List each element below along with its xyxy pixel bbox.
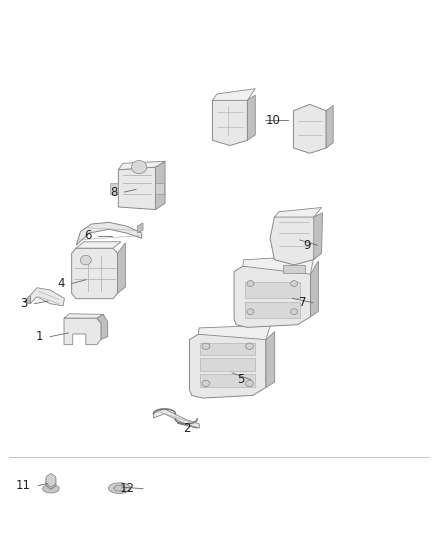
Polygon shape — [311, 261, 318, 317]
Ellipse shape — [42, 484, 59, 493]
Polygon shape — [24, 295, 30, 304]
Text: 5: 5 — [237, 373, 244, 386]
Polygon shape — [201, 359, 255, 371]
Polygon shape — [46, 473, 56, 487]
Polygon shape — [110, 183, 118, 193]
Polygon shape — [118, 167, 155, 209]
Text: 4: 4 — [58, 277, 65, 290]
Polygon shape — [76, 242, 121, 248]
Polygon shape — [275, 207, 321, 217]
Polygon shape — [72, 248, 117, 298]
Polygon shape — [153, 409, 199, 428]
Polygon shape — [117, 243, 125, 293]
Polygon shape — [46, 475, 56, 489]
Polygon shape — [201, 343, 255, 356]
Ellipse shape — [247, 280, 254, 286]
Polygon shape — [245, 282, 300, 298]
Polygon shape — [245, 302, 300, 318]
Ellipse shape — [114, 486, 125, 491]
Text: 10: 10 — [265, 114, 280, 127]
Polygon shape — [97, 314, 108, 340]
Text: 8: 8 — [110, 185, 118, 199]
Ellipse shape — [290, 280, 297, 286]
Polygon shape — [270, 212, 318, 265]
Text: 12: 12 — [120, 482, 135, 495]
Ellipse shape — [290, 309, 297, 314]
Text: 6: 6 — [84, 229, 92, 242]
Polygon shape — [155, 183, 164, 193]
Ellipse shape — [247, 309, 254, 314]
Polygon shape — [155, 161, 165, 209]
Polygon shape — [212, 88, 255, 100]
Polygon shape — [243, 256, 314, 274]
Ellipse shape — [246, 343, 254, 350]
Ellipse shape — [109, 483, 131, 494]
Polygon shape — [64, 314, 103, 318]
Polygon shape — [64, 318, 101, 345]
Polygon shape — [283, 265, 305, 273]
Polygon shape — [212, 92, 247, 146]
Text: 2: 2 — [183, 422, 191, 434]
Ellipse shape — [202, 343, 210, 350]
Polygon shape — [113, 486, 126, 491]
Text: 1: 1 — [36, 330, 43, 343]
Text: 7: 7 — [299, 296, 306, 309]
Polygon shape — [198, 325, 270, 340]
Text: 11: 11 — [15, 479, 30, 492]
Polygon shape — [314, 213, 322, 260]
Text: 3: 3 — [21, 297, 28, 310]
Polygon shape — [247, 95, 255, 140]
Polygon shape — [118, 161, 165, 169]
Ellipse shape — [81, 255, 91, 265]
Polygon shape — [190, 334, 266, 398]
Text: 9: 9 — [303, 239, 311, 252]
Ellipse shape — [202, 380, 210, 386]
Polygon shape — [76, 222, 142, 245]
Polygon shape — [266, 332, 275, 387]
Polygon shape — [201, 374, 255, 387]
Ellipse shape — [246, 380, 254, 386]
Polygon shape — [30, 288, 64, 306]
Polygon shape — [326, 106, 333, 148]
Polygon shape — [138, 223, 143, 233]
Polygon shape — [234, 266, 311, 327]
Polygon shape — [293, 104, 326, 154]
Ellipse shape — [131, 160, 147, 174]
